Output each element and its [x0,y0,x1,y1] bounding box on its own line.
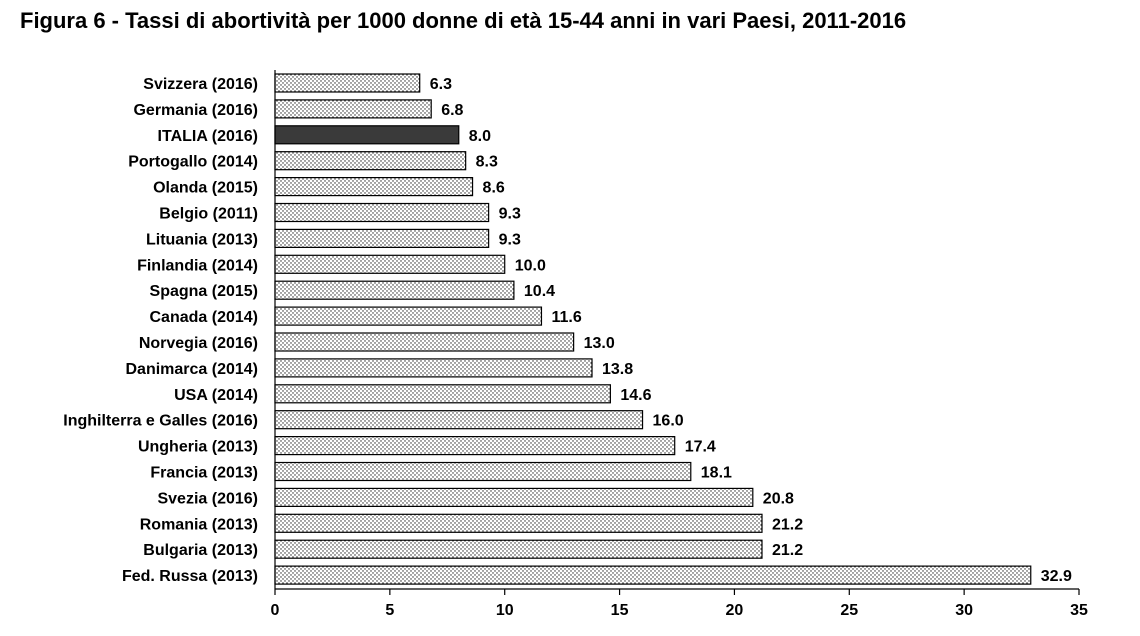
bar-15 [274,461,692,482]
category-label-0: Svizzera (2016) [143,76,258,93]
category-label-13: Inghilterra e Galles (2016) [63,413,258,430]
x-tick-label-4: 20 [726,602,744,619]
x-tick-label-7: 35 [1070,602,1088,619]
category-label-19: Fed. Russa (2013) [122,568,258,585]
value-label-0: 6.3 [430,76,452,93]
bar-0 [274,73,421,93]
bar-5 [274,202,490,223]
x-tick-label-3: 15 [611,602,629,619]
bar-18 [274,539,763,559]
category-label-16: Svezia (2016) [157,490,258,507]
category-label-14: Ungheria (2013) [138,439,258,456]
category-label-17: Romania (2013) [140,516,258,533]
category-label-3: Portogallo (2014) [128,154,258,171]
value-label-14: 17.4 [685,439,716,456]
category-label-4: Olanda (2015) [153,180,258,197]
x-tick-label-6: 30 [955,602,973,619]
bar-12 [274,384,611,404]
category-label-6: Lituania (2013) [146,231,258,248]
category-label-9: Canada (2014) [150,309,259,326]
bars-layer [274,73,1032,585]
value-label-5: 9.3 [499,206,521,223]
bar-7 [274,254,506,274]
bar-1 [274,99,432,119]
category-label-7: Finlandia (2014) [137,257,258,274]
x-tick-label-0: 0 [271,602,280,619]
category-label-1: Germania (2016) [133,102,258,119]
bar-2 [274,125,460,145]
value-label-18: 21.2 [772,542,803,559]
value-label-1: 6.8 [441,102,463,119]
bar-9 [274,306,543,326]
value-labels-layer: 6.3 6.8 8.0 8.3 8.6 9.3 9.3 10.0 10.4 11.613.0 13.… [430,76,1072,585]
bar-3 [274,151,467,171]
bar-10 [274,332,575,352]
category-label-12: USA (2014) [174,387,258,404]
bar-6 [274,228,490,248]
value-label-7: 10.0 [515,257,546,274]
category-label-5: Belgio (2011) [159,206,258,223]
bar-11 [274,358,593,378]
x-tick-label-2: 10 [496,602,514,619]
value-label-15: 18.1 [701,465,732,482]
bar-17 [274,513,763,533]
value-label-10: 13.0 [584,335,615,352]
bar-8 [274,280,515,300]
x-tick-label-5: 25 [840,602,858,619]
value-label-8: 10.4 [524,283,555,300]
bar-4 [274,177,474,197]
bar-16 [274,487,754,507]
value-label-16: 20.8 [763,490,794,507]
category-label-18: Bulgaria (2013) [143,542,258,559]
category-label-10: Norvegia (2016) [139,335,258,352]
category-label-11: Danimarca (2014) [125,361,258,378]
x-axis: 0 5 10 15 20 25 30 35 [271,70,1088,619]
value-label-9: 11.6 [551,309,581,326]
bar-13 [274,410,644,430]
value-label-2: 8.0 [469,128,491,145]
value-label-13: 16.0 [653,413,684,430]
category-label-8: Spagna (2015) [150,283,258,300]
bar-19 [274,565,1032,585]
chart-title: Figura 6 - Tassi di abortività per 1000 … [20,8,907,33]
x-tick-label-1: 5 [385,602,394,619]
category-labels-layer: Svizzera (2016) Germania (2016) ITALIA (20… [63,76,258,585]
category-label-2: ITALIA (2016) [158,128,258,145]
value-label-4: 8.6 [483,180,505,197]
bar-14 [274,436,676,456]
value-label-6: 9.3 [499,231,521,248]
value-label-3: 8.3 [476,154,498,171]
category-label-15: Francia (2013) [150,465,258,482]
value-label-11: 13.8 [602,361,633,378]
value-label-19: 32.9 [1041,568,1072,585]
value-label-12: 14.6 [620,387,651,404]
value-label-17: 21.2 [772,516,803,533]
